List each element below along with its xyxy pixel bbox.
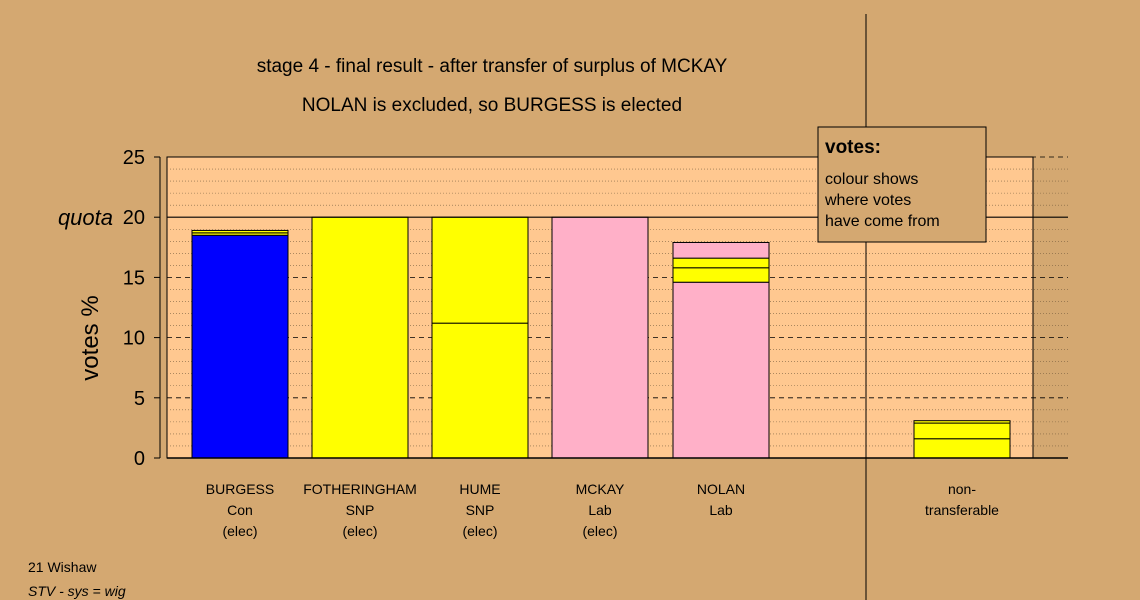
x-tick-label: non-	[948, 481, 976, 497]
legend-title: votes:	[825, 137, 881, 158]
y-tick-label: 25	[123, 147, 145, 169]
bar-segment	[431, 216, 529, 324]
bar-segment	[672, 257, 770, 269]
x-tick-label: Con	[227, 502, 253, 518]
x-tick-label: Lab	[588, 502, 612, 518]
bar-segment	[551, 216, 649, 459]
legend-line: where votes	[824, 192, 911, 209]
bar-segment	[913, 438, 1011, 459]
chart-title: stage 4 - final result - after transfer …	[257, 56, 728, 77]
x-tick-label: SNP	[346, 502, 375, 518]
quota-label: quota	[58, 205, 113, 230]
y-axis-label: votes %	[77, 295, 104, 380]
y-tick-label: 15	[123, 267, 145, 289]
x-tick-label: FOTHERINGHAM	[303, 481, 417, 497]
y-tick-label: 5	[134, 388, 145, 410]
x-tick-label: (elec)	[222, 523, 257, 539]
bar-segment	[191, 229, 289, 234]
y-tick-label: 0	[134, 448, 145, 470]
system-label: STV - sys = wig	[28, 583, 126, 599]
legend-line: have come from	[825, 213, 940, 230]
legend-frame	[817, 126, 987, 243]
x-tick-label: transferable	[925, 502, 999, 518]
bar-segment	[672, 241, 770, 259]
chart-subtitle: NOLAN is excluded, so BURGESS is elected	[302, 95, 682, 116]
bar-segment	[311, 216, 409, 459]
bar-segment	[672, 267, 770, 283]
legend-box: votes: colour shows where votes have com…	[817, 126, 987, 243]
y-tick-label: 10	[123, 328, 145, 350]
x-tick-label: (elec)	[462, 523, 497, 539]
x-tick-label: BURGESS	[206, 481, 274, 497]
x-tick-label: Lab	[709, 502, 733, 518]
x-tick-label: NOLAN	[697, 481, 745, 497]
bar-segment	[431, 322, 529, 459]
bar-segment	[913, 422, 1011, 440]
legend-line: colour shows	[825, 171, 918, 188]
bar-segment	[191, 234, 289, 459]
x-tick-label: HUME	[459, 481, 500, 497]
x-tick-label: (elec)	[582, 523, 617, 539]
x-tick-label: SNP	[466, 502, 495, 518]
bar-segment	[913, 420, 1011, 424]
x-tick-label: MCKAY	[576, 481, 625, 497]
bar-segment	[672, 281, 770, 459]
constituency-label: 21 Wishaw	[28, 559, 97, 575]
x-tick-label: (elec)	[342, 523, 377, 539]
y-tick-label: 20	[123, 207, 145, 229]
